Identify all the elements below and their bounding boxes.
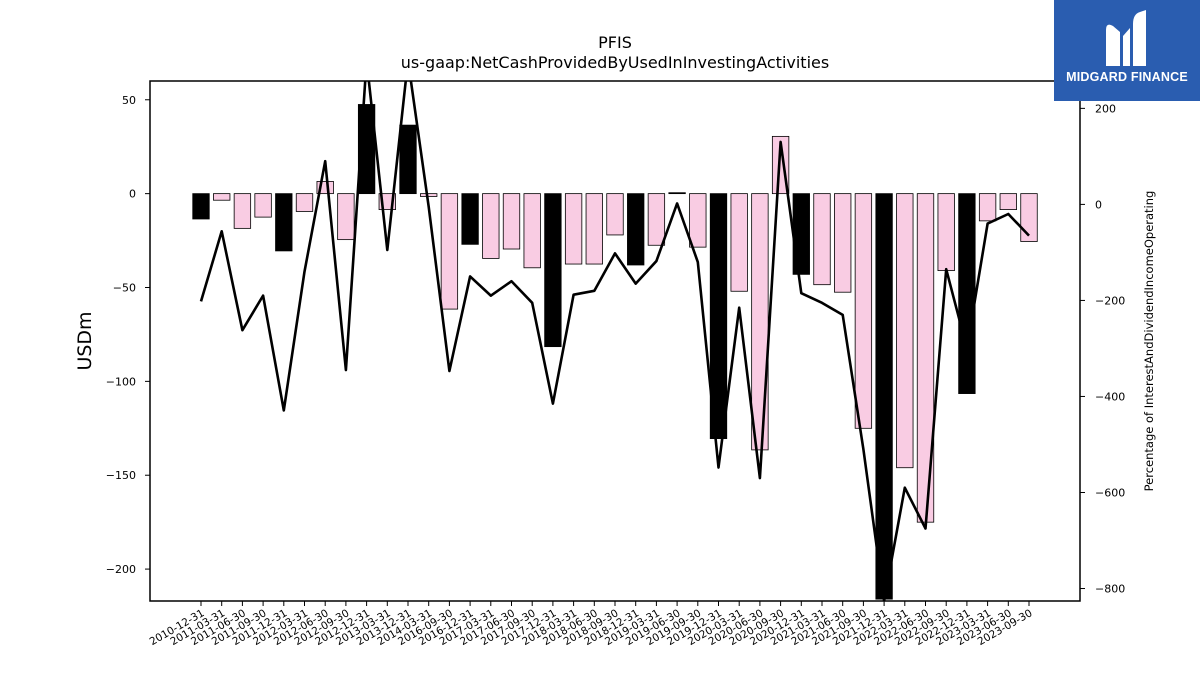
bar: [896, 193, 914, 469]
bar: [399, 124, 417, 195]
bar: [730, 193, 748, 292]
chart-title: PFIS: [598, 33, 632, 52]
y-tick-label: 0: [129, 188, 136, 201]
bar: [564, 193, 583, 265]
series-line: [199, 81, 1030, 601]
bar: [337, 193, 355, 241]
y2-axis: 200 0 −200 −400 −600 −800: [1080, 102, 1125, 596]
bar: [295, 193, 314, 212]
y2-tick-label: −600: [1095, 486, 1125, 499]
bar: [627, 193, 645, 266]
bar: [689, 193, 707, 248]
bar: [668, 192, 686, 195]
bar: [958, 193, 976, 394]
bar: [978, 193, 997, 222]
bar: [709, 193, 728, 440]
bar: [502, 193, 521, 250]
plot-area: [149, 80, 1081, 602]
y2-axis-label: Percentage of InterestAndDividendIncomeO…: [1142, 191, 1156, 492]
y2-tick-label: −200: [1095, 294, 1125, 307]
bar: [937, 193, 955, 272]
logo-mark-icon: [1106, 10, 1146, 67]
bar: [254, 193, 272, 218]
bar: [213, 193, 231, 201]
y-tick-label: −200: [106, 563, 136, 576]
bar: [461, 193, 479, 245]
bar: [792, 193, 810, 275]
bar: [834, 193, 852, 293]
bar: [813, 193, 831, 286]
chart-subtitle: us-gaap:NetCashProvidedByUsedInInvesting…: [401, 53, 829, 72]
bar: [440, 193, 459, 310]
bar: [606, 193, 624, 236]
bar: [233, 193, 252, 229]
y-tick-label: 50: [122, 94, 136, 107]
bar: [192, 193, 210, 220]
bar: [420, 193, 438, 197]
bar-series: [192, 104, 1038, 600]
bar: [999, 193, 1017, 210]
bar: [482, 193, 500, 259]
y-axis: 50 0 −50 −100 −150 −200: [106, 94, 150, 576]
bar: [916, 193, 935, 523]
logo-text: MIDGARD FINANCE: [1066, 70, 1188, 84]
brand-logo: MIDGARD FINANCE: [1054, 0, 1200, 101]
y-axis-label: USDm: [74, 311, 96, 370]
bar: [523, 193, 541, 269]
bar: [854, 193, 873, 429]
bar: [275, 193, 293, 252]
y-tick-label: −100: [106, 375, 136, 388]
bar: [544, 193, 562, 348]
bar: [875, 193, 893, 600]
bar: [585, 193, 603, 265]
bar: [647, 193, 666, 246]
y-tick-label: −50: [113, 281, 136, 294]
y2-tick-label: 200: [1095, 102, 1116, 115]
x-axis: 2010-12-312011-03-312011-06-302011-09-30…: [148, 601, 1035, 648]
line-series: [199, 81, 1030, 601]
bar: [751, 193, 769, 451]
y2-tick-label: −800: [1095, 583, 1125, 596]
y2-tick-label: −400: [1095, 390, 1125, 403]
y2-tick-label: 0: [1095, 198, 1102, 211]
y-tick-label: −150: [106, 469, 136, 482]
